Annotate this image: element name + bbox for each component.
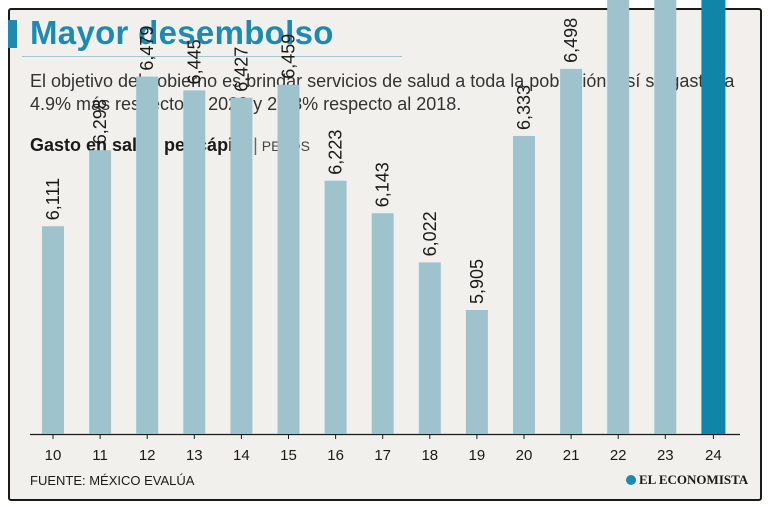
x-tick-label-11: 11 [92, 447, 108, 464]
x-tick-label-12: 12 [139, 447, 156, 464]
title-underline [22, 56, 402, 57]
x-tick-label-18: 18 [421, 447, 438, 464]
x-tick-label-22: 22 [610, 447, 627, 464]
bar-22 [607, 0, 630, 434]
brand-icon [626, 475, 636, 485]
bar-18 [418, 262, 441, 434]
value-label-16: 6,223 [326, 130, 346, 175]
bar-13 [183, 90, 206, 434]
x-tick-label-10: 10 [45, 447, 62, 464]
bar-23 [654, 0, 677, 435]
bar-16 [324, 180, 347, 434]
value-label-17: 6,143 [373, 162, 393, 207]
bar-12 [136, 76, 159, 434]
x-tick-label-21: 21 [563, 447, 580, 464]
x-tick-label-24: 24 [705, 447, 722, 464]
value-label-19: 5,905 [467, 259, 487, 304]
value-label-20: 6,333 [514, 85, 534, 130]
brand-name: EL ECONOMISTA [639, 472, 749, 487]
value-label-11: 6,298 [90, 99, 110, 144]
brand-logo: EL ECONOMISTA [626, 472, 748, 488]
bar-24 [701, 0, 726, 435]
x-tick-label-19: 19 [469, 447, 486, 464]
bar-11 [89, 150, 112, 434]
x-tick-label-16: 16 [327, 447, 344, 464]
x-tick-label-17: 17 [374, 447, 391, 464]
page-title: Mayor desembolso [30, 14, 334, 51]
bar-10 [42, 226, 64, 434]
x-tick-label-20: 20 [516, 447, 533, 464]
x-tick-label-23: 23 [657, 447, 674, 464]
value-label-15: 6,459 [279, 34, 299, 79]
value-label-13: 6,445 [184, 39, 204, 84]
title-accent-bar [8, 20, 17, 48]
x-tick-label-15: 15 [280, 447, 297, 464]
value-label-21: 6,498 [561, 18, 581, 63]
x-tick-label-14: 14 [233, 447, 250, 464]
bar-20 [513, 135, 535, 434]
bar-15 [277, 84, 300, 435]
value-label-14: 6,427 [231, 47, 251, 92]
bar-14 [230, 97, 253, 435]
chart-title-separator: | [253, 135, 258, 155]
value-label-12: 6,479 [137, 26, 157, 71]
bar-19 [465, 310, 488, 434]
value-label-18: 6,022 [420, 211, 440, 256]
value-label-10: 6,111 [43, 178, 63, 220]
bar-21 [560, 68, 583, 434]
bar-17 [371, 213, 394, 434]
source-note: FUENTE: MÉXICO EVALÚA [30, 473, 195, 488]
x-tick-label-13: 13 [186, 447, 203, 464]
